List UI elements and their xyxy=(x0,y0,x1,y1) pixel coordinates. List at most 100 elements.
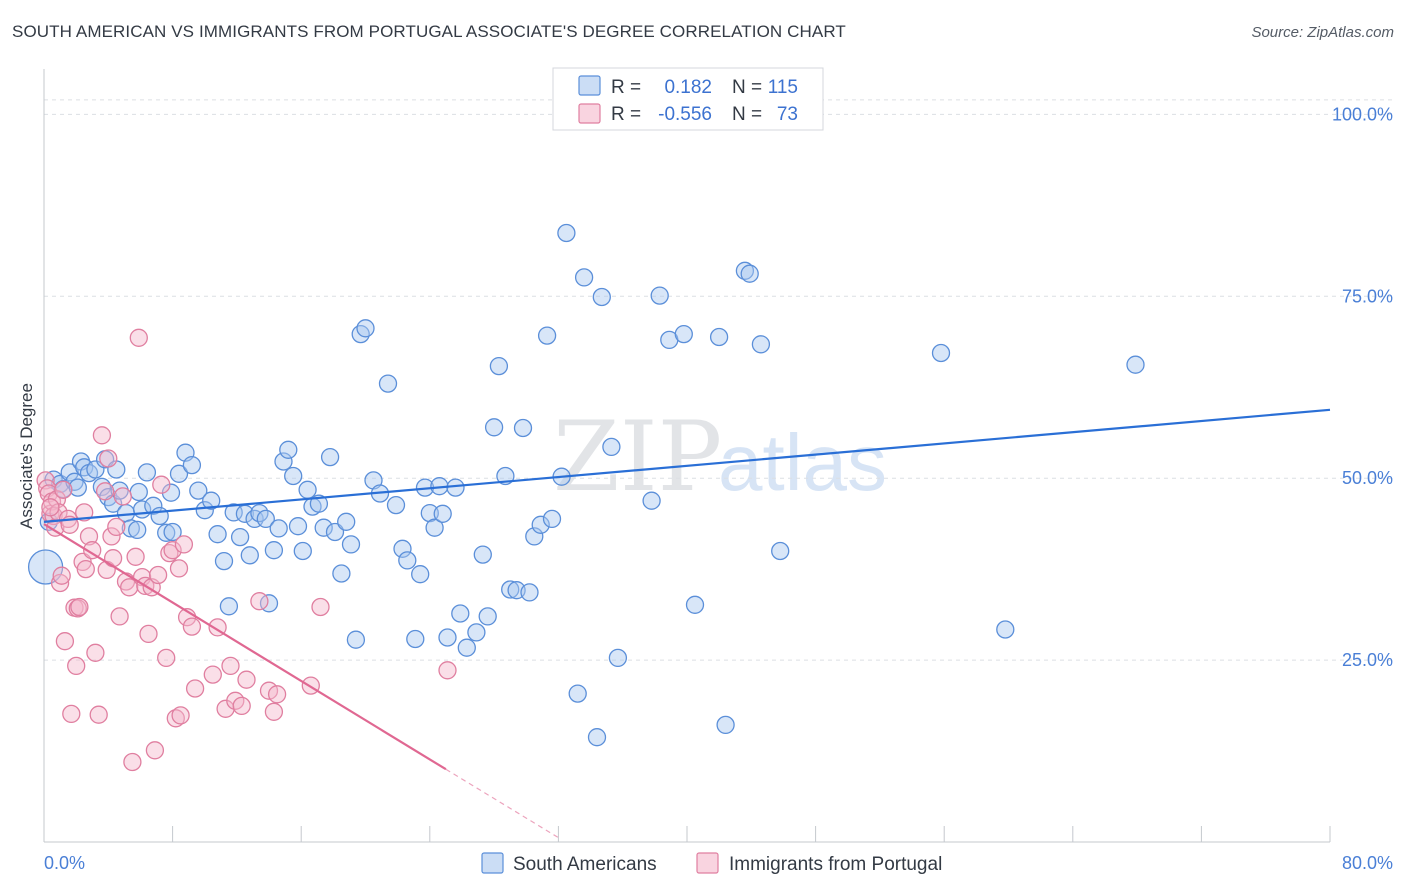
blue-point xyxy=(264,541,284,560)
x-tick-labels: 0.0% 80.0% xyxy=(44,853,1393,873)
blue-point xyxy=(716,715,735,735)
blue-point xyxy=(284,466,303,486)
blue-point xyxy=(501,580,520,599)
blue-point xyxy=(537,326,557,345)
blue-point xyxy=(219,597,239,616)
pink-point xyxy=(203,665,222,684)
blue-point xyxy=(709,327,729,347)
pink-point xyxy=(148,565,168,585)
pink-point xyxy=(163,541,182,560)
top-legend: R = 0.182 N = 115 R = -0.556 N = 73 xyxy=(552,67,824,131)
trend-lines xyxy=(43,408,1331,839)
pink-point xyxy=(92,426,112,445)
x-tick-label-min: 0.0% xyxy=(44,853,85,873)
legend-swatch-blue xyxy=(578,75,601,96)
y-tick-label-50: 50.0% xyxy=(1342,468,1393,488)
blue-point xyxy=(75,458,94,477)
blue-point xyxy=(189,481,208,500)
pink-point xyxy=(79,527,99,546)
pink-point xyxy=(169,559,189,578)
y-tick-label-25: 25.0% xyxy=(1342,650,1393,670)
trend-line-immigrants-from-portugal-extension xyxy=(445,768,559,839)
pink-point xyxy=(41,498,60,517)
legend-n-value-1: 115 xyxy=(768,77,798,98)
pink-point xyxy=(52,566,71,585)
blue-point xyxy=(411,565,430,584)
pink-point xyxy=(99,449,118,468)
y-axis-title: Associate's Degree xyxy=(17,383,36,529)
pink-point xyxy=(267,685,287,704)
pink-point xyxy=(311,597,330,617)
blue-point xyxy=(356,319,375,338)
pink-point xyxy=(171,706,190,725)
blue-point xyxy=(685,595,705,614)
blue-point xyxy=(182,455,202,475)
pink-point xyxy=(185,679,205,698)
pink-point xyxy=(110,607,129,626)
blue-point xyxy=(602,437,621,457)
pink-point xyxy=(126,547,145,566)
pink-point xyxy=(55,632,75,651)
blue-point xyxy=(309,494,329,513)
pink-point xyxy=(157,648,176,668)
pink-point xyxy=(438,661,457,680)
blue-point xyxy=(1126,355,1145,374)
legend-r-label-1: R = xyxy=(611,77,641,98)
blue-point xyxy=(735,261,755,280)
blue-point xyxy=(121,519,140,538)
blue-point xyxy=(230,527,250,547)
pink-point xyxy=(102,527,121,546)
blue-point xyxy=(674,324,693,344)
blue-point xyxy=(478,607,497,626)
blue-point xyxy=(513,418,533,438)
legend-r-label-2: R = xyxy=(611,104,641,125)
blue-point xyxy=(208,525,227,544)
blue-point xyxy=(320,447,340,467)
blue-point xyxy=(269,519,288,538)
pink-point xyxy=(250,592,269,611)
pink-point xyxy=(95,482,115,501)
x-tick-label-max: 80.0% xyxy=(1342,853,1393,873)
source-label: Source: ZipAtlas.com xyxy=(1251,24,1394,41)
blue-point xyxy=(451,604,470,623)
blue-point xyxy=(279,440,298,459)
blue-point xyxy=(157,523,176,542)
blue-point xyxy=(398,551,417,570)
watermark-atlas: atlas xyxy=(718,418,887,507)
blue-point xyxy=(420,503,439,523)
pink-point xyxy=(46,518,65,537)
blue-point xyxy=(771,541,790,561)
blue-point xyxy=(240,546,259,565)
blue-point xyxy=(568,684,587,703)
blue-point xyxy=(256,509,275,529)
pink-point xyxy=(166,709,185,728)
blue-point xyxy=(438,628,457,647)
blue-point xyxy=(525,527,544,546)
blue-point xyxy=(128,520,147,540)
bottom-legend: South Americans Immigrants from Portugal xyxy=(481,852,942,875)
blue-point xyxy=(129,482,148,502)
blue-point xyxy=(351,324,370,344)
blue-point xyxy=(740,264,759,283)
pink-point xyxy=(160,543,179,563)
blue-point xyxy=(386,495,406,515)
blue-point xyxy=(642,491,661,510)
pink-point xyxy=(107,517,126,537)
pink-point xyxy=(89,705,108,724)
pink-point xyxy=(145,741,165,760)
pink-point xyxy=(120,578,139,597)
blue-point xyxy=(457,638,476,657)
blue-point xyxy=(169,464,189,483)
blue-point xyxy=(378,374,398,393)
blue-point xyxy=(341,535,361,554)
blue-point xyxy=(542,509,562,529)
bottom-legend-swatch-blue xyxy=(481,852,504,874)
trend-line-immigrants-from-portugal xyxy=(43,523,447,771)
blue-point xyxy=(202,491,221,510)
pink-point xyxy=(152,475,171,494)
blue-point xyxy=(137,463,157,482)
blue-point xyxy=(406,629,425,649)
gridlines xyxy=(44,99,1393,661)
blue-point xyxy=(314,518,333,537)
pink-point xyxy=(67,656,86,676)
